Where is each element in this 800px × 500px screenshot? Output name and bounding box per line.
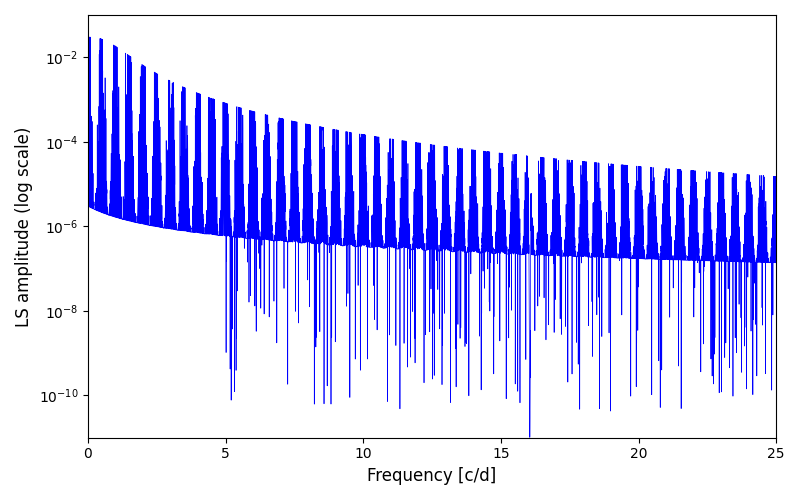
X-axis label: Frequency [c/d]: Frequency [c/d]: [367, 467, 497, 485]
Y-axis label: LS amplitude (log scale): LS amplitude (log scale): [15, 126, 33, 326]
